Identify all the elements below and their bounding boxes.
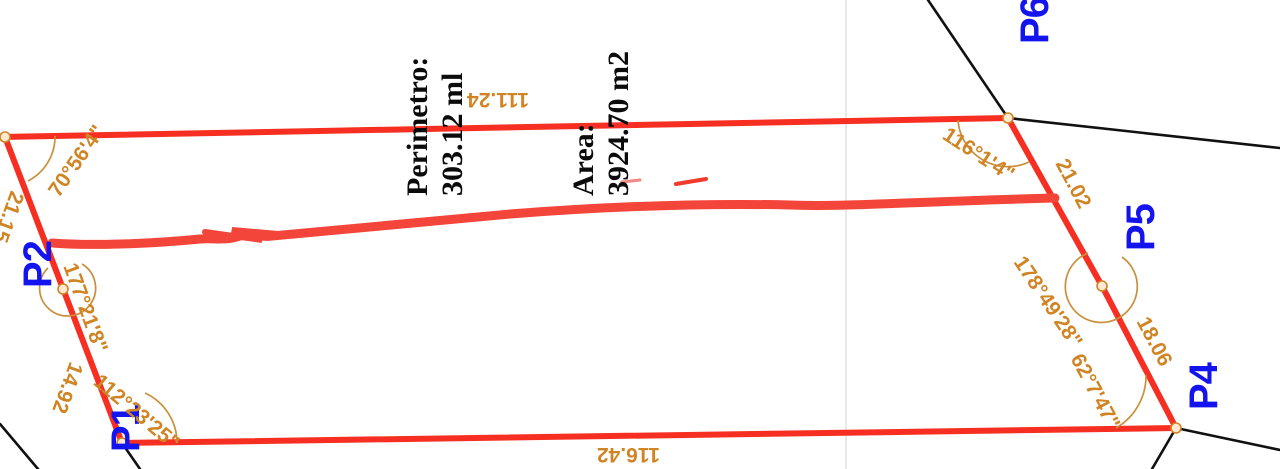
vertex-dot-p2 — [57, 283, 69, 295]
adjacent-line-southwest — [0, 422, 40, 469]
angle-arc-p6 — [957, 119, 1030, 168]
adjacent-line-north — [926, 0, 1010, 120]
sketch-fragment-left — [620, 178, 642, 184]
perimeter-value: 303.12 ml — [436, 72, 470, 196]
vertex-dot-p4 — [1170, 422, 1182, 434]
vertex-dot-topleft — [0, 131, 11, 143]
vertex-dot-p5 — [1096, 280, 1108, 292]
angle-arc-p4 — [1115, 374, 1147, 429]
angle-arc-p5 — [1064, 252, 1139, 324]
perimeter-label: Perimetro: — [401, 56, 434, 196]
perimeter-info-block: Perimetro: 303.12 ml — [400, 57, 471, 196]
adjacent-line-southeast — [1174, 426, 1280, 452]
vertex-dot-p6 — [1002, 112, 1014, 124]
freehand-sketch-line[interactable] — [47, 177, 1060, 249]
vertex-dot-p1 — [116, 437, 128, 449]
angle-arc-topleft — [27, 135, 56, 182]
area-label: Area: — [567, 123, 600, 196]
angle-arc-p2 — [38, 263, 97, 317]
angle-arc-p1 — [144, 392, 178, 444]
area-info-block: Area: 3924.70 m2 — [566, 51, 637, 196]
angle-arcs — [27, 119, 1147, 444]
sketch-stroke-main[interactable] — [47, 193, 1060, 249]
area-value: 3924.70 m2 — [602, 51, 636, 196]
sketch-fragment-right — [674, 177, 708, 186]
adjacent-line-east — [1006, 116, 1280, 150]
adjacent-line-p4-down — [1150, 426, 1178, 469]
sketch-stroke-barb — [202, 227, 281, 243]
vertex-markers — [0, 112, 1182, 449]
